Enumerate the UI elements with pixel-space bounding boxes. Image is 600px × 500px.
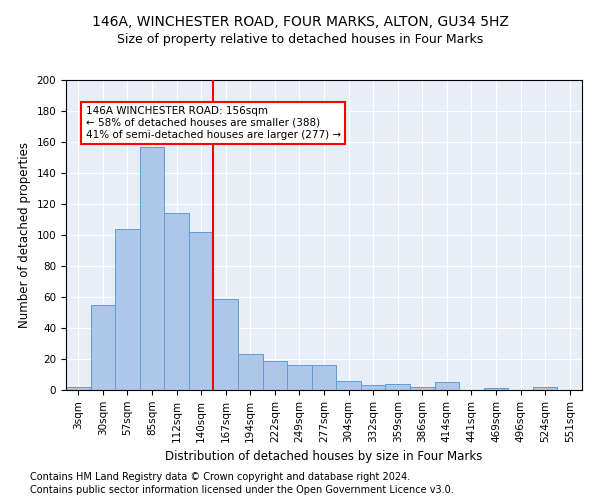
Bar — [361, 386, 385, 390]
Bar — [533, 387, 557, 390]
Bar — [410, 387, 434, 390]
Text: 146A WINCHESTER ROAD: 156sqm
← 58% of detached houses are smaller (388)
41% of s: 146A WINCHESTER ROAD: 156sqm ← 58% of de… — [86, 106, 341, 140]
Bar — [484, 388, 508, 390]
Bar — [263, 360, 287, 390]
X-axis label: Distribution of detached houses by size in Four Marks: Distribution of detached houses by size … — [166, 450, 482, 463]
Bar — [91, 304, 115, 390]
Bar — [434, 382, 459, 390]
Text: 146A, WINCHESTER ROAD, FOUR MARKS, ALTON, GU34 5HZ: 146A, WINCHESTER ROAD, FOUR MARKS, ALTON… — [92, 15, 508, 29]
Text: Contains public sector information licensed under the Open Government Licence v3: Contains public sector information licen… — [30, 485, 454, 495]
Bar — [336, 380, 361, 390]
Bar — [385, 384, 410, 390]
Bar — [214, 298, 238, 390]
Bar — [140, 146, 164, 390]
Text: Size of property relative to detached houses in Four Marks: Size of property relative to detached ho… — [117, 32, 483, 46]
Y-axis label: Number of detached properties: Number of detached properties — [18, 142, 31, 328]
Bar — [164, 214, 189, 390]
Bar — [287, 365, 312, 390]
Bar — [66, 387, 91, 390]
Bar — [115, 229, 140, 390]
Bar — [238, 354, 263, 390]
Bar — [312, 365, 336, 390]
Bar — [189, 232, 214, 390]
Text: Contains HM Land Registry data © Crown copyright and database right 2024.: Contains HM Land Registry data © Crown c… — [30, 472, 410, 482]
